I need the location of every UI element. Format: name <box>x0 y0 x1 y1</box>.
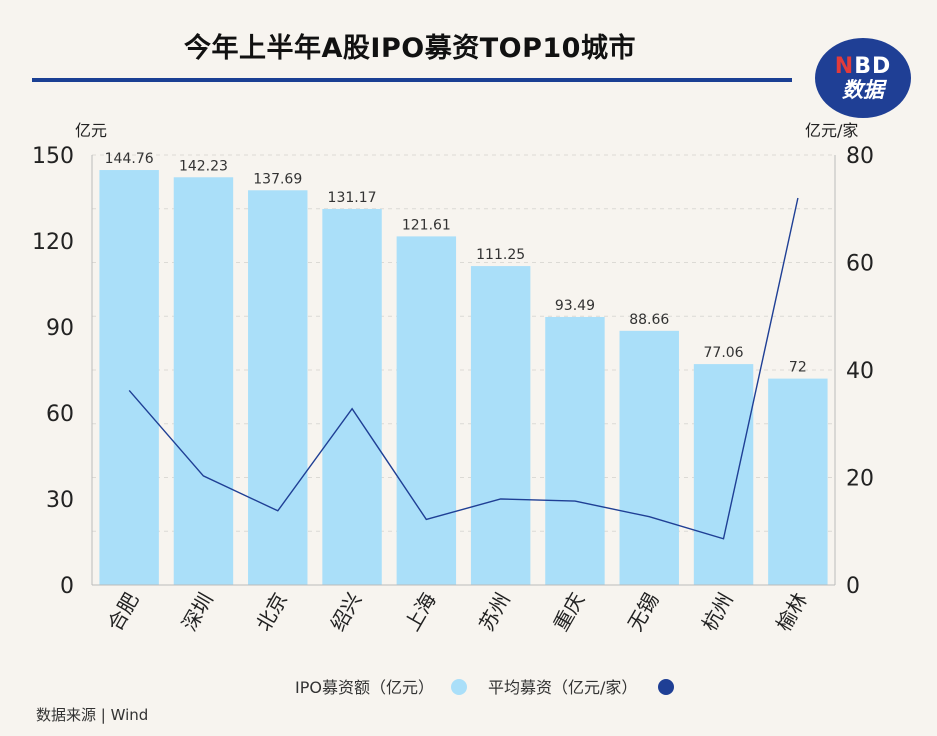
bar <box>248 190 308 585</box>
x-tick-label: 无锡 <box>623 589 664 636</box>
y-right-tick-label: 40 <box>846 359 874 384</box>
legend-label-line: 平均募资（亿元/家） <box>488 678 637 697</box>
x-tick-label: 重庆 <box>548 589 589 636</box>
legend-swatch-line <box>658 679 674 695</box>
bar <box>545 316 605 585</box>
y-left-unit: 亿元 <box>75 121 107 140</box>
y-right-tick-label: 0 <box>846 574 860 599</box>
y-left-tick-label: 30 <box>46 488 74 513</box>
bar-value-label: 142.23 <box>179 158 228 174</box>
y-right-tick-label: 20 <box>846 467 874 492</box>
bar <box>322 208 382 585</box>
x-tick-label: 深圳 <box>177 589 218 636</box>
bar-value-label: 144.76 <box>105 151 154 167</box>
bar-value-label: 72 <box>789 360 807 376</box>
logo-line1: NBD <box>834 54 892 80</box>
labels-layer: 144.76 142.23 137.69 131.17 121.61 111.25 93.4… <box>105 151 807 376</box>
bar <box>396 236 457 585</box>
legend-swatch-bars <box>451 679 467 695</box>
bar <box>768 378 828 585</box>
x-tick-label: 杭州 <box>697 589 738 636</box>
bar <box>99 170 159 585</box>
bar <box>470 266 531 585</box>
y-left-tick-label: 150 <box>32 144 74 169</box>
legend-label-bars: IPO募资额（亿元） <box>295 678 434 697</box>
legend-layer: IPO募资额（亿元） 平均募资（亿元/家） <box>295 678 674 697</box>
x-tick-label: 苏州 <box>474 589 515 636</box>
bar <box>619 330 679 585</box>
y-right-tick-label: 60 <box>846 252 874 277</box>
bars-layer <box>99 170 828 586</box>
y-right-unit: 亿元/家 <box>805 121 858 140</box>
bar-value-label: 93.49 <box>555 298 595 314</box>
series-line-average <box>128 197 799 540</box>
bar-value-label: 121.61 <box>402 217 451 233</box>
y-left-tick-label: 60 <box>46 402 74 427</box>
y-right-tick-label: 80 <box>846 144 874 169</box>
x-tick-label: 上海 <box>400 589 441 636</box>
x-tick-label: 北京 <box>251 589 292 636</box>
title-rule <box>32 78 792 82</box>
x-tick-label: 合肥 <box>103 589 144 636</box>
bar-value-label: 77.06 <box>704 345 744 361</box>
x-tick-label: 绍兴 <box>326 589 367 636</box>
bar <box>173 177 234 586</box>
line-layer <box>128 197 799 540</box>
y-left-tick-label: 0 <box>60 574 74 599</box>
nbd-logo: NBD 数据 <box>815 38 911 118</box>
logo-line2: 数据 <box>842 77 884 102</box>
bar-value-label: 131.17 <box>328 190 377 206</box>
source-text: 数据来源 | Wind <box>36 706 149 724</box>
bar-value-label: 88.66 <box>629 312 669 328</box>
x-tick-label: 榆林 <box>771 589 812 636</box>
bar <box>693 364 754 585</box>
bar-value-label: 111.25 <box>476 247 525 263</box>
y-left-tick-label: 90 <box>46 316 74 341</box>
chart-title: 今年上半年A股IPO募资TOP10城市 <box>184 33 636 64</box>
y-left-tick-label: 120 <box>32 230 74 255</box>
bar-value-label: 137.69 <box>253 171 302 187</box>
